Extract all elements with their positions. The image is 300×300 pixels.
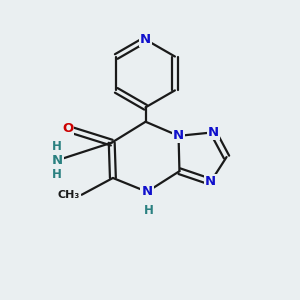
Text: N: N <box>173 129 184 142</box>
Text: O: O <box>62 122 73 135</box>
Text: N: N <box>205 175 216 188</box>
Text: N: N <box>140 33 151 46</box>
Text: CH₃: CH₃ <box>58 190 80 200</box>
Text: N: N <box>142 185 153 198</box>
Text: N: N <box>52 154 63 167</box>
Text: H: H <box>52 140 62 153</box>
Text: N: N <box>208 126 219 139</box>
Text: H: H <box>144 204 154 217</box>
Text: H: H <box>52 168 62 181</box>
